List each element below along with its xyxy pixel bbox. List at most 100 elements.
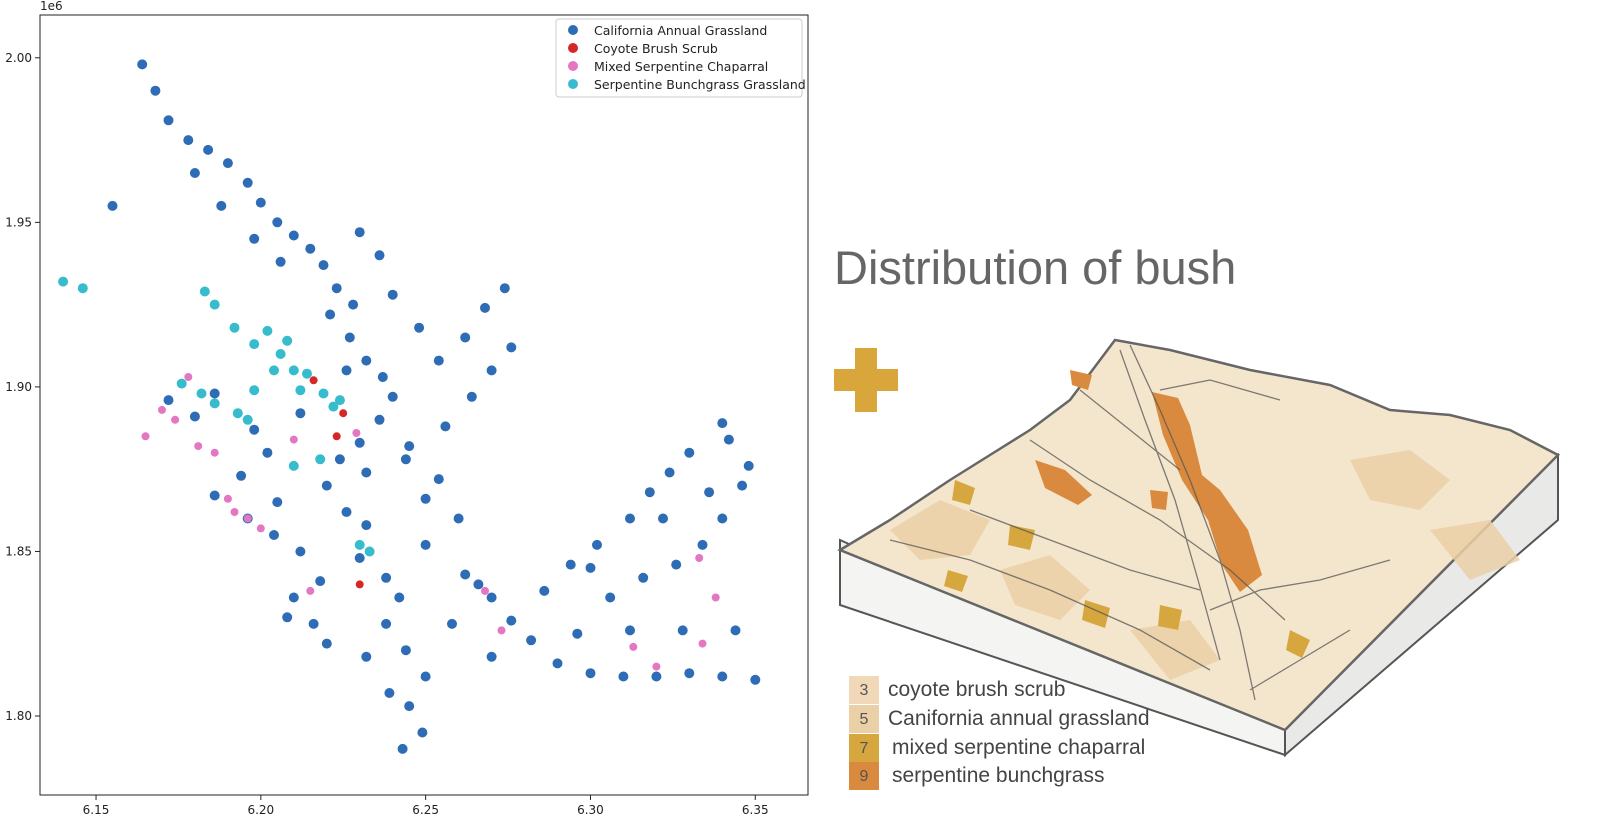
point-california-annual-grassland bbox=[163, 395, 174, 406]
point-california-annual-grassland bbox=[737, 480, 748, 491]
point-serpentine-bunchgrass-grassland bbox=[288, 460, 299, 471]
point-california-annual-grassland bbox=[625, 513, 635, 524]
point-california-annual-grassland bbox=[433, 474, 444, 485]
point-california-annual-grassland bbox=[404, 441, 415, 452]
point-mixed-serpentine-chaparral bbox=[158, 405, 166, 414]
y-tick-label: 1.85 bbox=[5, 544, 32, 558]
point-california-annual-grassland bbox=[585, 668, 596, 679]
point-california-annual-grassland bbox=[420, 493, 431, 504]
point-california-annual-grassland bbox=[249, 233, 260, 244]
point-serpentine-bunchgrass-grassland bbox=[354, 539, 365, 550]
point-california-annual-grassland bbox=[354, 437, 365, 448]
legend-swatch-5: 5 bbox=[849, 705, 879, 733]
point-california-annual-grassland bbox=[308, 618, 319, 629]
point-california-annual-grassland bbox=[400, 645, 411, 656]
legend-label-annual-grassland: Canifornia annual grassland bbox=[888, 707, 1150, 730]
point-california-annual-grassland bbox=[236, 470, 247, 481]
point-california-annual-grassland bbox=[404, 701, 415, 712]
point-serpentine-bunchgrass-grassland bbox=[364, 546, 375, 557]
point-california-annual-grassland bbox=[704, 487, 715, 498]
point-serpentine-bunchgrass-grassland bbox=[334, 395, 345, 406]
legend-label-chaparral: Mixed Serpentine Chaparral bbox=[594, 59, 768, 74]
point-california-annual-grassland bbox=[361, 651, 372, 662]
point-serpentine-bunchgrass-grassland bbox=[302, 368, 312, 379]
legend-box bbox=[555, 18, 803, 98]
terrain-roads bbox=[889, 344, 1391, 701]
point-california-annual-grassland bbox=[394, 592, 405, 603]
legend-label-serpentine-chaparral: mixed serpentine chaparral bbox=[892, 736, 1146, 759]
legend-marker-chaparral bbox=[568, 61, 578, 71]
point-california-annual-grassland bbox=[480, 302, 490, 313]
point-california-annual-grassland bbox=[677, 625, 688, 636]
point-serpentine-bunchgrass-grassland bbox=[249, 339, 260, 350]
terrain-block-diagram bbox=[837, 338, 1561, 758]
point-california-annual-grassland bbox=[651, 671, 662, 682]
terrain-top-surface bbox=[837, 338, 1561, 732]
point-california-annual-grassland bbox=[644, 487, 655, 498]
point-california-annual-grassland bbox=[272, 497, 283, 508]
point-california-annual-grassland bbox=[466, 391, 477, 402]
point-california-annual-grassland bbox=[618, 671, 629, 682]
point-california-annual-grassland bbox=[354, 553, 365, 563]
point-california-annual-grassland bbox=[539, 585, 550, 596]
point-california-annual-grassland bbox=[381, 572, 392, 583]
point-california-annual-grassland bbox=[384, 688, 395, 698]
y-offset-label: 1e6 bbox=[40, 0, 63, 13]
legend-label-coyote-brush-scrub: coyote brush scrub bbox=[888, 678, 1066, 701]
point-california-annual-grassland bbox=[671, 559, 682, 570]
x-tick-label: 6.15 bbox=[83, 803, 110, 817]
point-california-annual-grassland bbox=[460, 569, 471, 580]
point-california-annual-grassland bbox=[107, 200, 118, 211]
point-mixed-serpentine-chaparral bbox=[171, 415, 180, 424]
point-california-annual-grassland bbox=[460, 332, 471, 343]
point-california-annual-grassland bbox=[585, 562, 596, 573]
point-california-annual-grassland bbox=[717, 513, 728, 524]
y-tick-label: 1.95 bbox=[5, 215, 32, 229]
point-california-annual-grassland bbox=[318, 260, 329, 271]
y-tick-label: 1.90 bbox=[5, 380, 32, 394]
plus-icon bbox=[834, 348, 898, 412]
point-serpentine-bunchgrass-grassland bbox=[275, 349, 286, 359]
point-california-annual-grassland bbox=[723, 434, 734, 445]
point-mixed-serpentine-chaparral bbox=[306, 586, 315, 595]
point-california-annual-grassland bbox=[377, 372, 388, 382]
point-california-annual-grassland bbox=[255, 197, 266, 208]
point-california-annual-grassland bbox=[305, 243, 316, 254]
point-serpentine-bunchgrass-grassland bbox=[77, 283, 88, 294]
point-california-annual-grassland bbox=[717, 671, 728, 682]
point-california-annual-grassland bbox=[473, 579, 484, 590]
point-california-annual-grassland bbox=[453, 513, 464, 524]
point-california-annual-grassland bbox=[209, 490, 220, 501]
point-california-annual-grassland bbox=[526, 635, 537, 646]
point-california-annual-grassland bbox=[288, 592, 299, 603]
legend-marker-coyote bbox=[568, 43, 578, 53]
y-tick-label: 2.00 bbox=[5, 51, 32, 65]
point-california-annual-grassland bbox=[387, 391, 398, 402]
point-california-annual-grassland bbox=[658, 513, 668, 524]
point-california-annual-grassland bbox=[486, 592, 497, 603]
point-mixed-serpentine-chaparral bbox=[652, 662, 661, 671]
point-mixed-serpentine-chaparral bbox=[695, 554, 704, 562]
point-california-annual-grassland bbox=[387, 289, 398, 300]
point-serpentine-bunchgrass-grassland bbox=[288, 365, 299, 376]
raster-legend: 3 coyote brush scrub 5 Canifornia annual… bbox=[849, 676, 1189, 794]
point-california-annual-grassland bbox=[354, 227, 365, 238]
point-california-annual-grassland bbox=[282, 612, 293, 623]
point-california-annual-grassland bbox=[209, 388, 220, 399]
legend-marker-grassland bbox=[568, 25, 578, 35]
point-california-annual-grassland bbox=[499, 283, 510, 294]
point-california-annual-grassland bbox=[440, 421, 451, 432]
point-serpentine-bunchgrass-grassland bbox=[242, 414, 253, 425]
point-california-annual-grassland bbox=[321, 638, 332, 649]
point-california-annual-grassland bbox=[664, 467, 675, 478]
point-california-annual-grassland bbox=[361, 467, 372, 478]
point-serpentine-bunchgrass-grassland bbox=[199, 286, 210, 297]
point-serpentine-bunchgrass-grassland bbox=[315, 454, 326, 465]
point-mixed-serpentine-chaparral bbox=[711, 593, 720, 602]
point-california-annual-grassland bbox=[625, 625, 635, 636]
point-mixed-serpentine-chaparral bbox=[481, 586, 489, 595]
terrain-bunchgrass-patches bbox=[1035, 370, 1262, 592]
point-serpentine-bunchgrass-grassland bbox=[282, 335, 293, 346]
point-california-annual-grassland bbox=[605, 592, 616, 603]
point-california-annual-grassland bbox=[288, 230, 299, 241]
